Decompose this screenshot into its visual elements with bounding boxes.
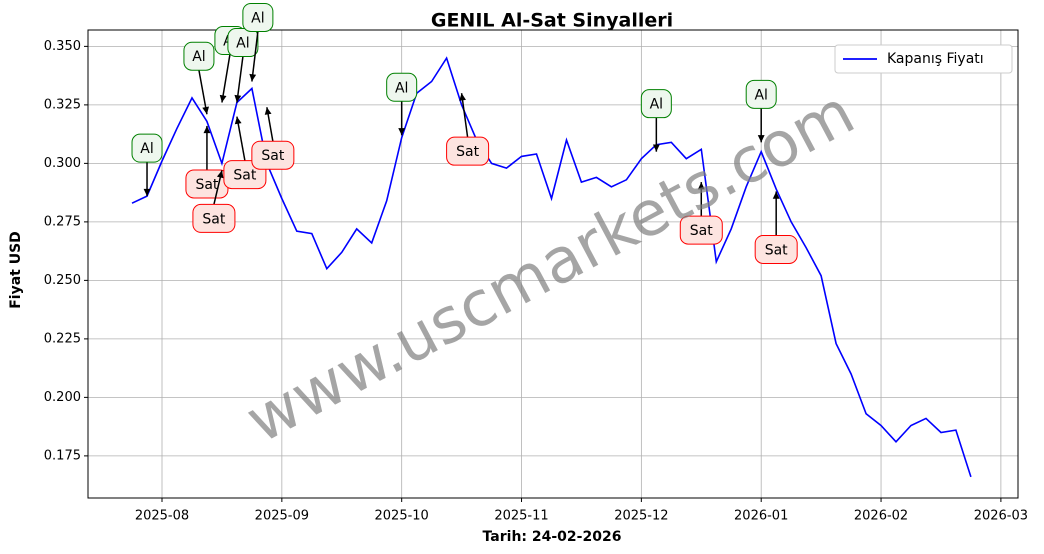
sell-signal: Sat <box>192 170 236 233</box>
signal-arrow <box>236 116 246 161</box>
signal-label: Al <box>650 97 663 113</box>
signal-label: Al <box>236 36 249 52</box>
signal-box <box>745 79 777 109</box>
signal-box <box>192 203 236 233</box>
legend-box <box>834 44 1013 74</box>
signal-box <box>242 2 274 32</box>
signal-label: Sat <box>202 211 225 227</box>
signal-box <box>679 215 723 245</box>
arrow-head <box>219 94 227 103</box>
y-tick-label: 0.275 <box>44 214 81 229</box>
arrow-head <box>757 135 765 143</box>
buy-signal: Al <box>227 28 259 103</box>
legend-label: Kapanış Fiyatı <box>887 51 984 67</box>
y-tick-label: 0.225 <box>44 331 81 346</box>
buy-signal: Al <box>745 79 777 143</box>
signal-arrow <box>251 31 259 82</box>
y-tick-label: 0.300 <box>44 156 81 171</box>
arrow-head <box>234 94 242 103</box>
x-tick-label: 2026-03 <box>974 509 1028 524</box>
x-tick-label: 2025-08 <box>135 509 189 524</box>
signal-box <box>183 41 215 71</box>
plot-frame <box>87 29 1019 499</box>
signal-label: Al <box>251 10 264 26</box>
x-axis-label: Tarih: 24-02-2026 <box>483 529 622 545</box>
signal-box <box>251 140 295 170</box>
signal-label: Al <box>754 87 767 103</box>
price-line <box>131 56 972 478</box>
buy-signal: Al <box>386 72 418 136</box>
y-tick-label: 0.325 <box>44 97 81 112</box>
signal-arrow <box>221 54 231 103</box>
y-tick-label: 0.200 <box>44 390 81 405</box>
buy-signal: Al <box>242 2 274 82</box>
arrow-head <box>697 182 705 190</box>
arrow-head <box>459 93 466 101</box>
sell-signal: Sat <box>679 182 723 245</box>
buy-signal: Al <box>640 89 672 152</box>
arrow-head <box>249 73 257 82</box>
signal-box <box>446 136 490 166</box>
signal-label: Al <box>140 141 153 157</box>
legend: Kapanış Fiyatı <box>834 44 1013 74</box>
signal-box <box>640 89 672 119</box>
x-tick-label: 2026-02 <box>854 509 908 524</box>
signal-box <box>386 72 418 102</box>
arrow-head <box>652 144 660 152</box>
signal-label: Sat <box>765 242 788 258</box>
signal-label: Al <box>192 49 205 65</box>
signal-label: Al <box>395 80 408 96</box>
sell-signal: Sat <box>754 191 798 264</box>
signal-box <box>131 133 163 163</box>
signal-label: Sat <box>690 223 713 239</box>
y-tick-label: 0.350 <box>44 39 81 54</box>
y-tick-label: 0.250 <box>44 273 81 288</box>
signal-box <box>754 234 798 264</box>
y-axis-label: Fiyat USD <box>8 231 24 309</box>
signal-arrow <box>236 56 244 103</box>
chart-title: GENIL Al-Sat Sinyalleri <box>431 10 673 32</box>
buy-signal: Al <box>131 133 163 197</box>
x-tick-label: 2026-01 <box>734 509 788 524</box>
signal-label: Sat <box>195 177 218 193</box>
x-tick-label: 2025-09 <box>255 509 309 524</box>
arrow-head <box>203 125 211 134</box>
signal-arrow <box>460 93 469 138</box>
signal-label: Sat <box>233 168 256 184</box>
buy-signal: Al <box>183 41 215 115</box>
arrow-head <box>216 170 224 179</box>
x-tick-label: 2025-10 <box>375 509 429 524</box>
x-tick-label: 2025-12 <box>614 509 668 524</box>
arrow-head <box>398 128 406 136</box>
arrow-head <box>143 188 151 197</box>
signal-arrow <box>198 70 208 115</box>
signal-label: Sat <box>261 148 284 164</box>
arrow-head <box>772 191 780 199</box>
arrow-head <box>202 106 210 115</box>
arrow-head <box>264 107 272 115</box>
signal-label: Sat <box>456 144 479 160</box>
signal-box <box>227 28 259 58</box>
sell-signal: Sat <box>446 93 490 166</box>
x-tick-label: 2025-11 <box>494 509 548 524</box>
arrow-head <box>234 116 242 125</box>
y-tick-label: 0.175 <box>44 448 81 463</box>
sell-signal: Sat <box>251 107 295 170</box>
